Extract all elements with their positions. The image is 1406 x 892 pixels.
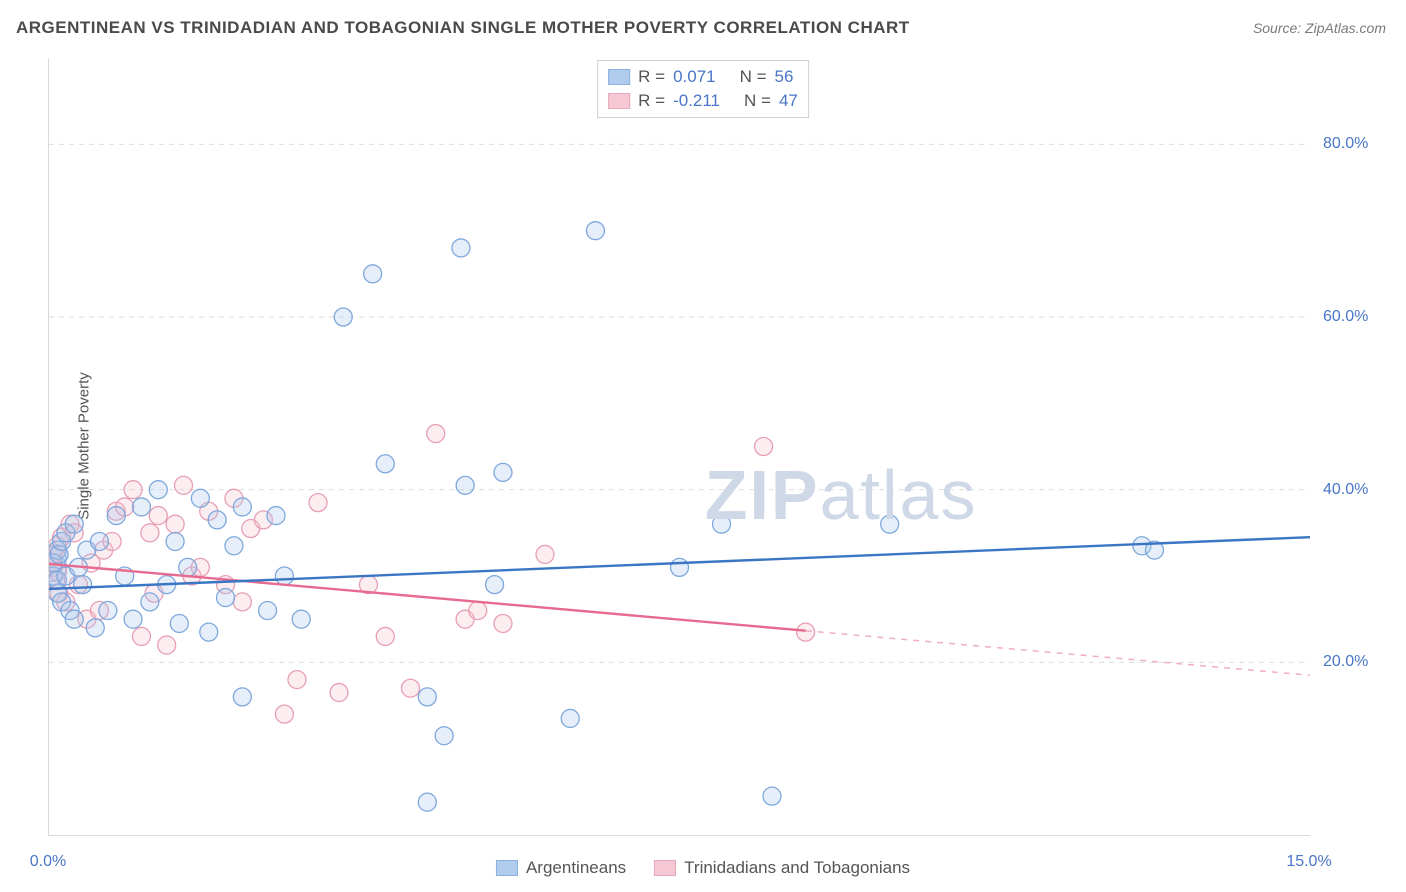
series-legend: Argentineans Trinidadians and Tobagonian… — [496, 858, 910, 878]
y-tick-label: 60.0% — [1323, 308, 1368, 326]
x-tick-label: 15.0% — [1286, 853, 1331, 871]
y-tick-label: 80.0% — [1323, 135, 1368, 153]
r-value: -0.211 — [673, 91, 720, 111]
legend-item-argentineans: Argentineans — [496, 858, 626, 878]
swatch-trinidadians-icon — [608, 93, 630, 109]
swatch-argentineans-icon — [608, 69, 630, 85]
r-value: 0.071 — [673, 67, 716, 87]
plot-area: ZIPatlas — [48, 58, 1310, 836]
x-tick-label: 0.0% — [30, 853, 66, 871]
y-tick-label: 20.0% — [1323, 653, 1368, 671]
n-value: 47 — [779, 91, 798, 111]
n-label: N = — [740, 67, 767, 87]
source-attribution: Source: ZipAtlas.com — [1253, 20, 1386, 36]
swatch-trinidadians-icon — [654, 860, 676, 876]
r-label: R = — [638, 67, 665, 87]
scatter-plot-svg — [49, 58, 1310, 835]
legend-row-trinidadians: R = -0.211 N = 47 — [608, 89, 798, 113]
legend-label: Trinidadians and Tobagonians — [684, 858, 910, 878]
y-tick-label: 40.0% — [1323, 481, 1368, 499]
swatch-argentineans-icon — [496, 860, 518, 876]
n-value: 56 — [775, 67, 794, 87]
correlation-legend: R = 0.071 N = 56 R = -0.211 N = 47 — [597, 60, 809, 118]
chart-title: ARGENTINEAN VS TRINIDADIAN AND TOBAGONIA… — [16, 18, 910, 38]
n-label: N = — [744, 91, 771, 111]
r-label: R = — [638, 91, 665, 111]
legend-label: Argentineans — [526, 858, 626, 878]
legend-row-argentineans: R = 0.071 N = 56 — [608, 65, 798, 89]
legend-item-trinidadians: Trinidadians and Tobagonians — [654, 858, 910, 878]
